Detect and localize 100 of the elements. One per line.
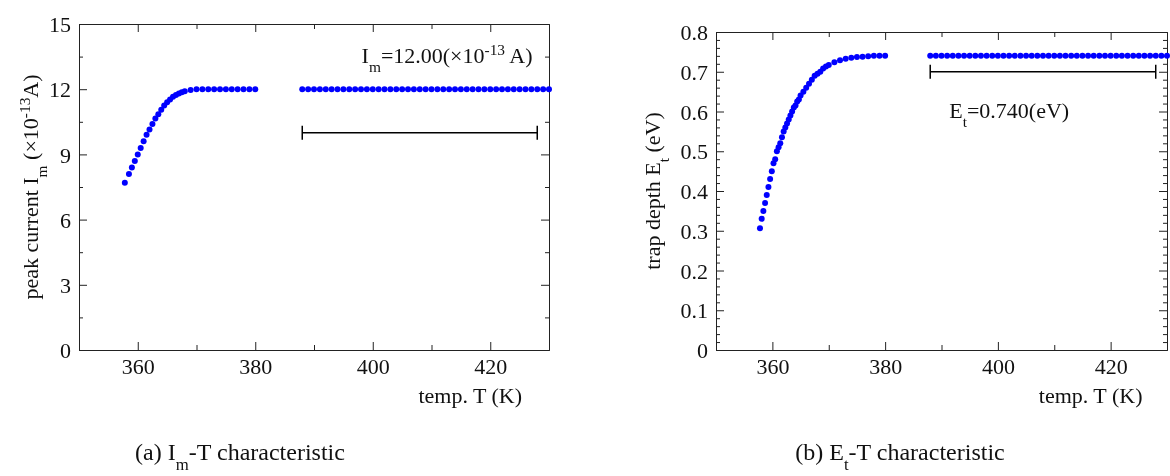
point <box>1056 52 1063 59</box>
point <box>762 199 769 206</box>
point <box>1096 52 1103 59</box>
point <box>848 54 855 61</box>
point <box>334 86 341 93</box>
point <box>246 86 253 93</box>
point <box>865 53 872 60</box>
point <box>768 168 775 175</box>
point <box>316 86 323 93</box>
x-tick-label: 380 <box>239 353 273 379</box>
point <box>763 191 770 198</box>
x-tick-label: 420 <box>474 353 508 379</box>
annotation: E$_{t}$=0.740(eV) <box>949 97 1070 130</box>
text: (a) I$_{m}$-T characteristic <box>135 439 345 474</box>
point <box>989 52 996 59</box>
point <box>328 86 335 93</box>
point <box>882 52 889 59</box>
point <box>806 80 813 87</box>
point <box>546 86 552 93</box>
point <box>252 86 259 93</box>
point <box>842 55 849 62</box>
point <box>955 52 962 59</box>
point <box>493 86 500 93</box>
point <box>228 86 235 93</box>
point <box>446 86 453 93</box>
point <box>1028 52 1035 59</box>
point <box>932 52 939 59</box>
point <box>876 52 883 59</box>
point <box>217 86 223 93</box>
point <box>1118 52 1125 59</box>
point <box>149 120 156 127</box>
point <box>481 86 488 93</box>
y-tick-label: 0 <box>697 338 708 364</box>
point <box>475 86 482 93</box>
y-tick-label: 0.6 <box>680 99 708 125</box>
annotation: I$_{m}$=12.00(×10$^{-13}$ A) <box>361 40 533 75</box>
point <box>457 86 464 93</box>
y-tick-label: 0 <box>60 338 71 364</box>
point <box>452 86 458 93</box>
x-tick-label: 400 <box>356 353 390 379</box>
x-tick-label: 380 <box>869 353 903 379</box>
point <box>205 86 212 93</box>
point <box>352 86 359 93</box>
point <box>983 52 990 59</box>
point <box>837 57 844 64</box>
point <box>299 86 306 93</box>
point <box>1158 52 1165 59</box>
point <box>994 52 1001 59</box>
point <box>240 86 247 93</box>
point <box>1073 52 1080 59</box>
x-axis-title: temp. T (K) <box>418 383 523 408</box>
point <box>1135 52 1142 59</box>
point <box>522 86 529 93</box>
point <box>1090 52 1097 59</box>
point <box>340 86 347 93</box>
point <box>1045 52 1052 59</box>
point <box>803 84 810 91</box>
y-tick-label: 0.2 <box>680 258 708 284</box>
point <box>859 53 866 60</box>
y-tick-label: 0.1 <box>680 298 708 324</box>
point <box>416 86 423 93</box>
point <box>134 151 141 158</box>
y-tick-label: 0.3 <box>680 218 708 244</box>
point <box>1011 52 1018 59</box>
point <box>977 52 984 59</box>
point <box>756 225 763 232</box>
point <box>137 144 144 151</box>
point <box>363 86 370 93</box>
point <box>1152 52 1159 59</box>
point <box>1039 52 1046 59</box>
point <box>469 86 476 93</box>
point <box>487 86 494 93</box>
point <box>369 86 376 93</box>
point <box>1017 52 1024 59</box>
point <box>125 170 132 177</box>
y-tick-label: 15 <box>49 12 71 38</box>
point <box>1113 52 1120 59</box>
point <box>1006 52 1013 59</box>
point <box>1107 52 1114 59</box>
point <box>534 86 541 93</box>
point <box>155 111 162 118</box>
point <box>1141 52 1148 59</box>
point <box>193 86 200 93</box>
x-axis-title: temp. T (K) <box>1038 383 1143 408</box>
point <box>772 156 779 163</box>
point <box>510 86 517 93</box>
point <box>1034 52 1041 59</box>
point <box>410 86 417 93</box>
point <box>375 86 382 93</box>
y-tick-label: 6 <box>60 207 71 233</box>
x-tick-label: 360 <box>756 353 790 379</box>
point <box>434 86 441 93</box>
point <box>961 52 968 59</box>
x-tick-label: 400 <box>981 353 1015 379</box>
point <box>428 86 435 93</box>
point <box>777 140 784 147</box>
point <box>440 86 447 93</box>
point <box>381 86 388 93</box>
point <box>1147 52 1154 59</box>
point <box>128 164 135 171</box>
